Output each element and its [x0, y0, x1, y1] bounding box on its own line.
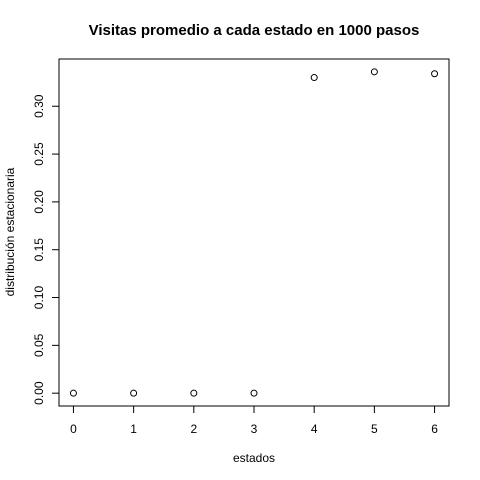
y-axis: 0.00 0.05 0.10 0.15 0.20 0.25 0.30: [32, 94, 60, 405]
y-tick-label: 0.15: [32, 238, 46, 262]
data-points: [69, 68, 439, 397]
y-tick-label: 0.20: [32, 190, 46, 214]
chart-title: Visitas promedio a cada estado en 1000 p…: [89, 22, 420, 39]
data-point: [310, 74, 318, 82]
y-tick-label: 0.10: [32, 286, 46, 310]
x-tick-label: 0: [70, 422, 77, 436]
data-point: [190, 389, 198, 397]
data-point: [370, 68, 378, 76]
x-tick-label: 6: [431, 422, 438, 436]
data-point: [250, 389, 258, 397]
x-axis: 0 1 2 3 4 5 6: [70, 405, 438, 436]
x-tick-label: 2: [190, 422, 197, 436]
x-tick-label: 4: [311, 422, 318, 436]
data-point: [69, 389, 77, 397]
x-tick-label: 3: [251, 422, 258, 436]
x-axis-label: estados: [233, 451, 275, 465]
y-tick-label: 0.05: [32, 333, 46, 357]
y-tick-label: 0.25: [32, 142, 46, 166]
y-tick-label: 0.00: [32, 381, 46, 405]
data-point: [431, 70, 439, 78]
x-tick-label: 1: [130, 422, 137, 436]
data-point: [130, 389, 138, 397]
y-tick-label: 0.30: [32, 94, 46, 118]
y-axis-label: distribución estacionaria: [3, 167, 17, 296]
x-tick-label: 5: [371, 422, 378, 436]
